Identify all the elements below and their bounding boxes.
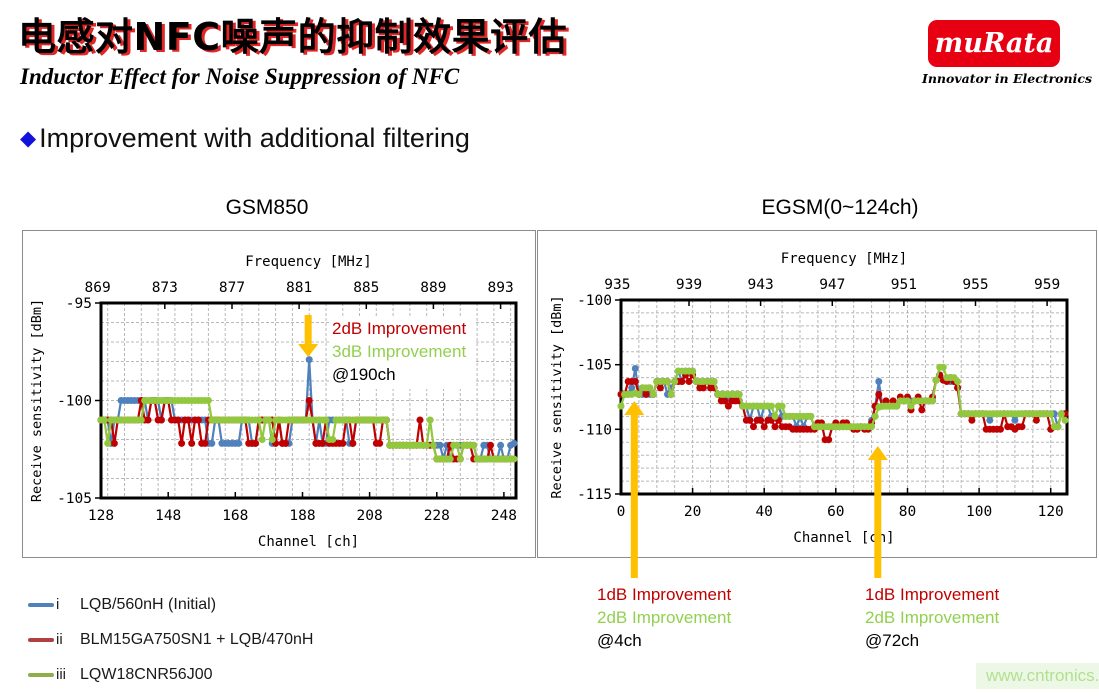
channel-axis: 128 148 168 188 208 228 248 Channel [ch] <box>88 492 517 550</box>
egsm-chart-title: EGSM(0~124ch) <box>761 196 919 219</box>
svg-text:100: 100 <box>966 504 992 520</box>
svg-text:188: 188 <box>289 508 315 524</box>
egsm-chart-panel: Frequency [MHz] 935 939 943 947 951 955 959 0 20 4… <box>537 230 1097 558</box>
plot-border <box>99 301 518 500</box>
svg-text:20: 20 <box>684 504 701 520</box>
cntronics-watermark: www.cntronics.com <box>976 663 1099 689</box>
red-line-swatch <box>28 637 54 642</box>
blue-line-swatch <box>28 602 54 607</box>
annotation-line-channel: @4ch <box>597 631 642 650</box>
svg-text:Channel [ch]: Channel [ch] <box>793 530 894 546</box>
svg-text:947: 947 <box>819 277 845 293</box>
page-title: 电感对NFC噪声的抑制效果评估 <box>18 15 568 59</box>
svg-text:-95: -95 <box>66 296 92 312</box>
gsm850-chart-title: GSM850 <box>225 196 309 219</box>
channel-axis: 0 20 40 60 80 100 120 Channel [ch] <box>617 488 1064 546</box>
diamond-bullet-icon: ◆ <box>20 127 37 150</box>
svg-text:248: 248 <box>491 508 517 524</box>
svg-text:0: 0 <box>617 504 626 520</box>
series-2 <box>97 397 518 463</box>
legend-item-blm-lqb: ii BLM15GA750SN1 + LQB/470nH <box>28 622 313 657</box>
legend-numeral: ii <box>56 631 63 648</box>
legend-numeral: iii <box>56 666 66 683</box>
svg-text:-105: -105 <box>577 358 612 374</box>
green-line-swatch <box>28 672 54 677</box>
svg-text:889: 889 <box>420 280 446 296</box>
legend-item-initial: i LQB/560nH (Initial) <box>28 587 313 622</box>
svg-text:Receive sensitivity [dBm]: Receive sensitivity [dBm] <box>549 295 565 498</box>
bullet-heading-text: Improvement with additional filtering <box>39 123 470 153</box>
svg-text:877: 877 <box>219 280 245 296</box>
svg-text:939: 939 <box>676 277 702 293</box>
svg-text:943: 943 <box>747 277 773 293</box>
svg-text:148: 148 <box>155 508 181 524</box>
svg-text:-115: -115 <box>577 487 612 503</box>
murata-logo: muRata <box>928 20 1060 67</box>
egsm-chart-canvas: Frequency [MHz] 935 939 943 947 951 955 959 0 20 4… <box>549 251 1069 546</box>
bullet-heading: ◆ Improvement with additional filtering <box>20 123 470 154</box>
svg-text:228: 228 <box>424 508 450 524</box>
svg-text:80: 80 <box>899 504 916 520</box>
page-subtitle: Inductor Effect for Noise Suppression of… <box>20 64 460 89</box>
annotation-line-channel: @190ch <box>332 365 396 384</box>
legend-label: LQB/560nH (Initial) <box>80 595 217 613</box>
series-1 <box>617 371 1069 444</box>
annotation-line-channel: @72ch <box>865 631 920 650</box>
svg-text:Receive sensitivity [dBm]: Receive sensitivity [dBm] <box>29 299 45 502</box>
series-legend: i LQB/560nH (Initial) ii BLM15GA750SN1 +… <box>28 587 313 692</box>
murata-tagline: Innovator in Electronics <box>922 71 1092 86</box>
gridlines <box>621 300 1067 494</box>
frequency-axis: Frequency [MHz] 869 873 877 881 885 889 893 <box>84 254 514 309</box>
svg-text:869: 869 <box>84 280 110 296</box>
svg-text:959: 959 <box>1034 277 1060 293</box>
svg-text:-100: -100 <box>577 293 612 309</box>
svg-text:951: 951 <box>891 277 917 293</box>
svg-text:60: 60 <box>827 504 844 520</box>
annotation-line-2db: 2dB Improvement <box>865 608 1000 627</box>
svg-text:128: 128 <box>88 508 114 524</box>
svg-text:120: 120 <box>1038 504 1064 520</box>
svg-text:873: 873 <box>152 280 178 296</box>
frequency-axis: Frequency [MHz] 935 939 943 947 951 955 959 <box>604 251 1060 306</box>
egsm-improvement-annotation-4ch: 1dB Improvement 2dB Improvement @4ch <box>597 583 731 652</box>
sensitivity-axis: -95 -100 -105 Receive sensitivity [dBm] <box>29 296 101 507</box>
svg-text:208: 208 <box>356 508 382 524</box>
svg-text:-100: -100 <box>57 394 92 410</box>
egsm-improvement-annotation-72ch: 1dB Improvement 2dB Improvement @72ch <box>865 583 999 652</box>
svg-text:Channel [ch]: Channel [ch] <box>258 534 359 550</box>
annotation-line-3db: 3dB Improvement <box>332 342 467 361</box>
legend-label: LQW18CNR56J00 <box>80 665 213 683</box>
gsm850-chart-panel: Frequency [MHz] 869 873 877 881 885 889 893 128 1… <box>22 230 536 558</box>
svg-text:885: 885 <box>353 280 379 296</box>
legend-label: BLM15GA750SN1 + LQB/470nH <box>80 630 314 648</box>
legend-numeral: i <box>56 596 60 613</box>
plot-border <box>619 298 1069 496</box>
series-1 <box>97 397 518 463</box>
svg-text:Frequency [MHz]: Frequency [MHz] <box>781 251 907 267</box>
annotation-line-2db: 2dB Improvement <box>597 608 732 627</box>
annotation-line-1db: 1dB Improvement <box>597 585 732 604</box>
svg-text:-110: -110 <box>577 422 612 438</box>
gsm850-improvement-annotation: 2dB Improvement 3dB Improvement @190ch <box>329 316 475 389</box>
svg-text:Frequency [MHz]: Frequency [MHz] <box>245 254 371 270</box>
svg-text:935: 935 <box>604 277 630 293</box>
legend-item-lqw: iii LQW18CNR56J00 <box>28 657 313 692</box>
svg-text:893: 893 <box>487 280 513 296</box>
annotation-line-2db: 2dB Improvement <box>332 319 467 338</box>
svg-text:881: 881 <box>286 280 312 296</box>
annotation-line-1db: 1dB Improvement <box>865 585 1000 604</box>
svg-text:168: 168 <box>222 508 248 524</box>
sensitivity-axis: -100 -105 -110 -115 Receive sensitivity [dBm… <box>549 293 621 503</box>
series-2 <box>617 363 1069 431</box>
svg-text:40: 40 <box>755 504 772 520</box>
svg-text:-105: -105 <box>57 491 92 507</box>
murata-logo-text: muRata <box>934 28 1054 59</box>
svg-text:955: 955 <box>962 277 988 293</box>
